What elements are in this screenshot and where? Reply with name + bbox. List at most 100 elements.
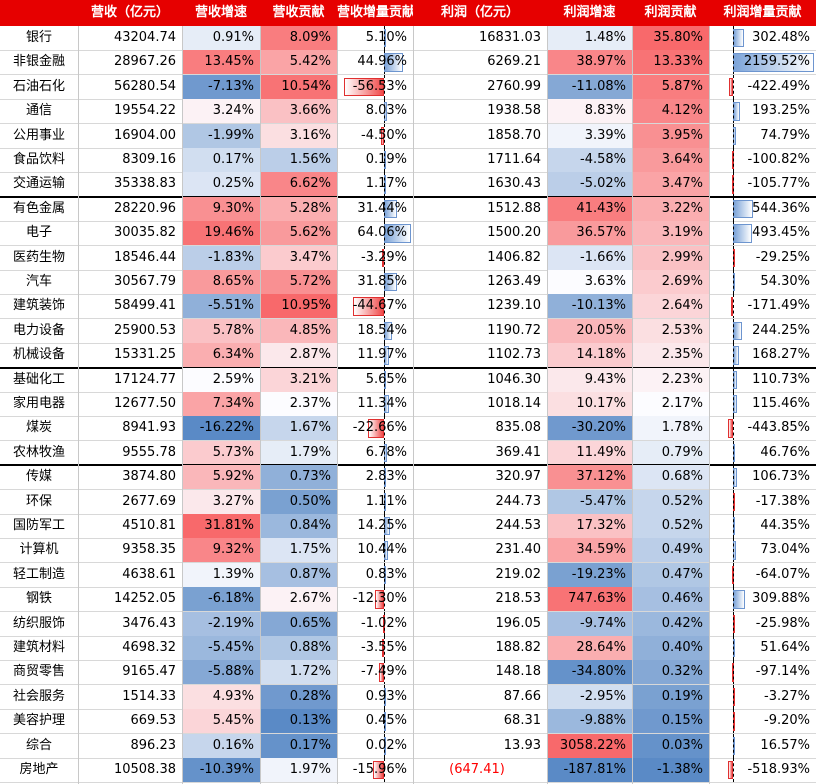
name-cell: 食品饮料 [0, 148, 78, 172]
cell-value: 309.88% [752, 591, 810, 607]
name-cell: 有色金属 [0, 197, 78, 221]
cell-value: 1263.49 [487, 274, 541, 289]
cell-value: 1018.14 [487, 396, 541, 411]
profit-growth-cell: 8.83% [547, 99, 632, 124]
profit-cell: 1938.58 [413, 99, 547, 123]
name-cell: 农林牧渔 [0, 441, 78, 465]
profit-growth-cell: -4.58% [547, 148, 632, 173]
profit-inc-cell: 51.64% [709, 636, 816, 661]
cell-value: 2.83% [365, 469, 407, 485]
cell-value: 3.64% [661, 152, 703, 167]
cell-value: 3.39% [584, 127, 626, 143]
cell-value: 2760.99 [487, 78, 541, 94]
rev-inc-cell: 0.02% [337, 733, 413, 758]
bar-axis-line [384, 489, 385, 514]
profit-cell: 13.93 [413, 734, 547, 758]
profit-cell: 1046.30 [413, 368, 547, 392]
cell-value: 46.76% [760, 444, 810, 460]
industry-name: 建筑装饰 [12, 298, 65, 314]
table-row: 汽车 30567.79 8.65% 5.72% 31.85% 1263.49 3.63% 2.… [0, 270, 816, 295]
revenue-cell: 8309.16 [78, 148, 182, 172]
cell-value: 19554.22 [113, 103, 176, 119]
cell-value: 73.04% [760, 542, 810, 558]
rev-growth-cell: -10.39% [182, 758, 260, 783]
row-divider [0, 586, 816, 588]
name-cell: 轻工制造 [0, 563, 78, 587]
bar-axis-line [733, 758, 734, 783]
rev-inc-cell: -3.29% [337, 245, 413, 270]
cell-value: -105.77% [747, 176, 810, 192]
revenue-cell: 4510.81 [78, 514, 182, 538]
column-header: 营收增量贡献 [337, 0, 413, 26]
rev-growth-cell: 7.34% [182, 392, 260, 417]
bar-axis-line [733, 465, 734, 490]
industry-name: 房地产 [19, 762, 59, 777]
rev-contrib-cell: 0.84% [260, 514, 337, 539]
cell-value: 193.25% [752, 103, 810, 119]
industry-name: 有色金属 [12, 200, 65, 216]
cell-value: 0.65% [289, 615, 331, 631]
cell-value: 4698.32 [122, 640, 176, 655]
bar-axis-line [733, 587, 734, 612]
profit-contrib-cell: 3.22% [632, 196, 709, 222]
cell-value: 835.08 [495, 420, 542, 436]
cell-value: 0.52% [661, 518, 703, 533]
cell-value: 2.53% [661, 322, 703, 338]
name-cell: 电子 [0, 221, 78, 245]
industry-name: 基础化工 [12, 371, 65, 387]
cell-value: 0.13% [289, 713, 331, 729]
rev-growth-cell: 8.65% [182, 270, 260, 295]
rev-contrib-cell: 1.75% [260, 538, 337, 563]
cell-value: 5.10% [365, 30, 407, 45]
profit-inc-cell: 302.48% [709, 26, 816, 51]
profit-contrib-cell: 3.64% [632, 148, 709, 173]
cell-value: 0.03% [661, 737, 703, 753]
profit-increment-bar [733, 224, 752, 243]
cell-value: 3.16% [289, 127, 331, 143]
rev-contrib-cell: 3.21% [260, 367, 337, 392]
profit-growth-cell: -34.80% [547, 660, 632, 685]
cell-value: 31.85% [357, 274, 407, 289]
cell-value: 54.30% [760, 274, 810, 289]
profit-growth-cell: 3058.22% [547, 733, 632, 758]
cell-value: 41.43% [576, 200, 626, 216]
cell-value: 244.25% [752, 322, 810, 338]
cell-value: 9555.78 [122, 444, 176, 460]
cell-value: 87.66 [503, 688, 541, 704]
cell-value: 13.33% [653, 54, 703, 70]
profit-growth-cell: 36.57% [547, 221, 632, 246]
rev-inc-cell: 2.83% [337, 465, 413, 490]
bar-axis-line [384, 514, 385, 539]
revenue-cell: 56280.54 [78, 75, 182, 99]
profit-cell: 1512.88 [413, 197, 547, 221]
cell-value: -19.23% [571, 566, 626, 582]
name-cell: 综合 [0, 734, 78, 758]
cell-value: 9.32% [212, 542, 254, 558]
profit-inc-cell: 244.25% [709, 318, 816, 344]
rev-contrib-cell: 6.62% [260, 172, 337, 197]
column-divider [78, 26, 79, 784]
profit-inc-cell: 73.04% [709, 538, 816, 563]
cell-value: 9358.35 [122, 542, 176, 558]
rev-inc-cell: 31.44% [337, 196, 413, 222]
cell-value: 5.62% [289, 225, 331, 241]
industry-name: 非银金融 [12, 54, 65, 70]
cell-value: 9.43% [584, 371, 626, 387]
revenue-increment-bar [368, 419, 384, 438]
cell-value: 11.49% [576, 444, 626, 460]
cell-value: -3.29% [361, 249, 407, 265]
cell-value: -16.22% [199, 420, 254, 436]
cell-value: 3058.22% [559, 737, 626, 753]
rev-growth-cell: 3.24% [182, 99, 260, 124]
profit-inc-cell: -17.38% [709, 489, 816, 514]
profit-cell: 244.73 [413, 490, 547, 514]
bar-axis-line [384, 465, 385, 490]
profit-growth-cell: 17.32% [547, 514, 632, 539]
rev-growth-cell: -5.88% [182, 660, 260, 685]
cell-value: 35.80% [653, 30, 703, 45]
bar-axis-line [733, 684, 734, 710]
cell-value: 15331.25 [113, 347, 176, 363]
row-divider [0, 147, 816, 149]
cell-value: 10.17% [576, 396, 626, 411]
cell-value: 1711.64 [487, 152, 541, 167]
